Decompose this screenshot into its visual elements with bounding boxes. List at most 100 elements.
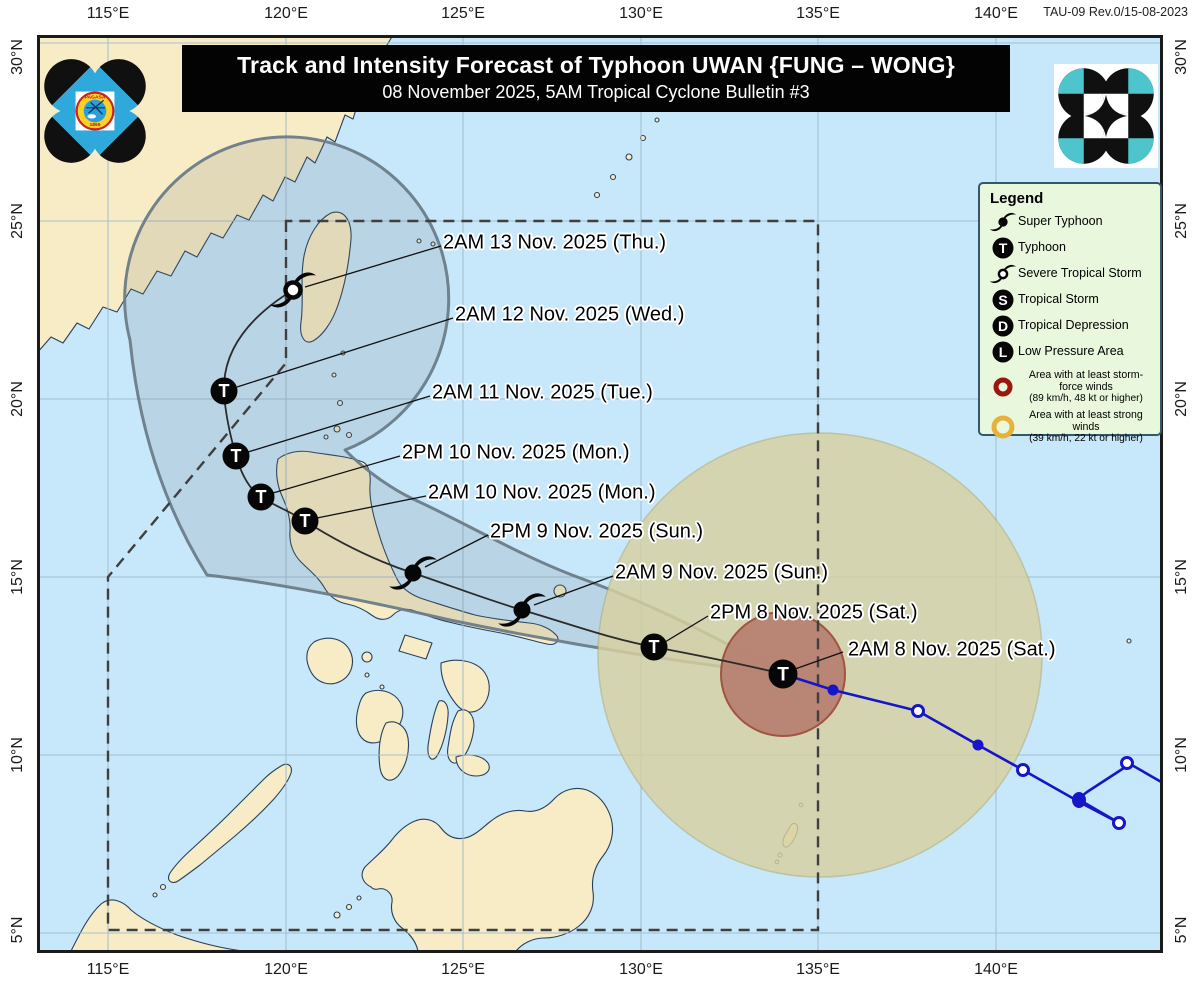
typhoon-swirl-icon-2pm9 <box>389 556 437 590</box>
typhoon-symbol-icon: T <box>988 236 1018 260</box>
samar-island <box>440 659 490 713</box>
svg-text:T: T <box>300 511 311 531</box>
lat-tick-left-15: 15°N <box>9 559 26 595</box>
title-banner: Track and Intensity Forecast of Typhoon … <box>182 45 1010 112</box>
map-canvas: T T T T <box>37 35 1163 953</box>
legend-item-typhoon: T Typhoon <box>988 235 1154 261</box>
lon-tick-bottom-135: 135°E <box>796 961 840 978</box>
dost-circles <box>1058 68 1154 164</box>
lon-tick-top-115: 115°E <box>86 5 130 22</box>
lon-tick-bottom-140: 140°E <box>974 961 1018 978</box>
lat-tick-right-10: 10°N <box>1173 737 1190 773</box>
pagasa-seal-cloud <box>87 114 97 119</box>
cebu-island <box>427 700 449 760</box>
legend-item-storm-force-area: Area with at least storm-force winds (89… <box>988 369 1154 405</box>
document-reference: TAU-09 Rev.0/15-08-2023 <box>1043 5 1188 19</box>
strong-wind-ring-icon <box>988 414 1018 440</box>
severe-tropical-storm-symbol-icon <box>988 262 1018 286</box>
track-label-2am-10-nov: 2AM 10 Nov. 2025 (Mon.) <box>428 481 656 504</box>
forecast-cone <box>123 135 785 676</box>
lat-tick-left-20: 20°N <box>9 381 26 417</box>
lon-tick-top-125: 125°E <box>441 5 485 22</box>
tropical-depression-symbol-icon: D <box>988 314 1018 338</box>
mindoro-island <box>306 637 353 685</box>
track-symbols: T T T T <box>210 272 798 689</box>
typhoon-icon-2am12: T <box>210 377 238 405</box>
svg-text:D: D <box>998 318 1008 334</box>
svg-text:S: S <box>998 292 1007 308</box>
legend-item-tropical-depression: D Tropical Depression <box>988 313 1154 339</box>
pagasa-logo: PAGASA 1865 <box>40 57 150 170</box>
legend-item-super-typhoon: Super Typhoon <box>988 209 1154 235</box>
pagasa-seal-year: 1865 <box>89 122 100 128</box>
lon-tick-bottom-115: 115°E <box>86 961 130 978</box>
lon-tick-bottom-120: 120°E <box>264 961 308 978</box>
storm-force-ring-icon <box>988 376 1018 398</box>
dost-logo-graphic <box>1054 64 1158 168</box>
forecast-map: T T T T <box>37 35 1163 953</box>
lon-tick-bottom-125: 125°E <box>441 961 485 978</box>
legend-item-severe-tropical-storm: Severe Tropical Storm <box>988 261 1154 287</box>
track-label-2am-12-nov: 2AM 12 Nov. 2025 (Wed.) <box>455 303 685 326</box>
pagasa-seal-inner <box>83 99 107 123</box>
tropical-storm-symbol-icon: S <box>988 288 1018 312</box>
lon-tick-top-135: 135°E <box>796 5 840 22</box>
legend-item-strong-wind-area: Area with at least strong winds (39 km/h… <box>988 409 1154 445</box>
lat-tick-right-5: 5°N <box>1173 916 1190 944</box>
svg-text:T: T <box>999 240 1008 256</box>
past-track-open-points <box>911 704 1134 830</box>
typhoon-icon-2pm8: T <box>640 633 668 661</box>
lon-tick-top-120: 120°E <box>264 5 308 22</box>
lat-tick-left-10: 10°N <box>9 737 26 773</box>
legend-item-low-pressure-area: L Low Pressure Area <box>988 339 1154 365</box>
low-pressure-area-symbol-icon: L <box>988 340 1018 364</box>
lon-tick-top-130: 130°E <box>619 5 663 22</box>
lat-tick-left-30: 30°N <box>9 39 26 75</box>
super-typhoon-icon <box>988 210 1018 234</box>
past-track <box>782 672 1163 830</box>
typhoon-icon-2pm10: T <box>247 483 275 511</box>
svg-text:T: T <box>219 381 230 401</box>
track-label-2am-11-nov: 2AM 11 Nov. 2025 (Tue.) <box>432 381 653 404</box>
severe-tropical-storm-icon <box>269 272 317 308</box>
past-track-filled-points <box>827 684 1086 808</box>
bulletin-title: Track and Intensity Forecast of Typhoon … <box>237 52 955 78</box>
track-label-2pm-10-nov: 2PM 10 Nov. 2025 (Mon.) <box>402 441 630 464</box>
marinduque-island <box>361 651 373 663</box>
pagasa-seal-arrows <box>86 99 105 115</box>
typhoon-icon-2am10: T <box>291 507 319 535</box>
taiwan-island <box>300 211 352 343</box>
palawan-island <box>168 763 292 883</box>
track-label-2am-9-nov: 2AM 9 Nov. 2025 (Sun.) <box>615 561 829 584</box>
svg-text:T: T <box>649 637 660 657</box>
lon-tick-top-140: 140°E <box>974 5 1018 22</box>
pagasa-logo-graphic: PAGASA 1865 <box>44 59 146 163</box>
track-label-2pm-9-nov: 2PM 9 Nov. 2025 (Sun.) <box>490 520 704 543</box>
svg-text:T: T <box>777 665 789 686</box>
lat-tick-right-20: 20°N <box>1173 381 1190 417</box>
typhoon-icon-2am11: T <box>222 442 250 470</box>
dost-logo <box>1053 63 1159 174</box>
lat-tick-right-15: 15°N <box>1173 559 1190 595</box>
typhoon-swirl-icon-2am9 <box>498 593 546 627</box>
svg-text:T: T <box>231 446 242 466</box>
track-label-2pm-8-nov: 2PM 8 Nov. 2025 (Sat.) <box>710 601 918 624</box>
legend-title: Legend <box>990 190 1044 207</box>
bulletin-subtitle: 08 November 2025, 5AM Tropical Cyclone B… <box>382 82 810 102</box>
legend-panel: Legend Super Typhoon T Typhoon Severe Tr… <box>978 182 1162 444</box>
label-leader-lines <box>236 245 844 670</box>
map-border <box>37 35 1163 953</box>
masbate-island <box>398 634 433 660</box>
legend-item-tropical-storm: S Tropical Storm <box>988 287 1154 313</box>
lat-tick-left-25: 25°N <box>9 203 26 239</box>
svg-text:T: T <box>256 487 267 507</box>
track-label-2am-8-nov: 2AM 8 Nov. 2025 (Sat.) <box>848 638 1056 661</box>
lat-tick-right-30: 30°N <box>1173 39 1190 75</box>
lon-tick-bottom-130: 130°E <box>619 961 663 978</box>
lat-tick-right-25: 25°N <box>1173 203 1190 239</box>
typhoon-icon-current-2am8: T <box>768 659 798 689</box>
track-label-2am-13-nov: 2AM 13 Nov. 2025 (Thu.) <box>443 231 667 254</box>
pagasa-seal-name: PAGASA <box>85 95 106 101</box>
dost-star-icon <box>1084 94 1128 138</box>
